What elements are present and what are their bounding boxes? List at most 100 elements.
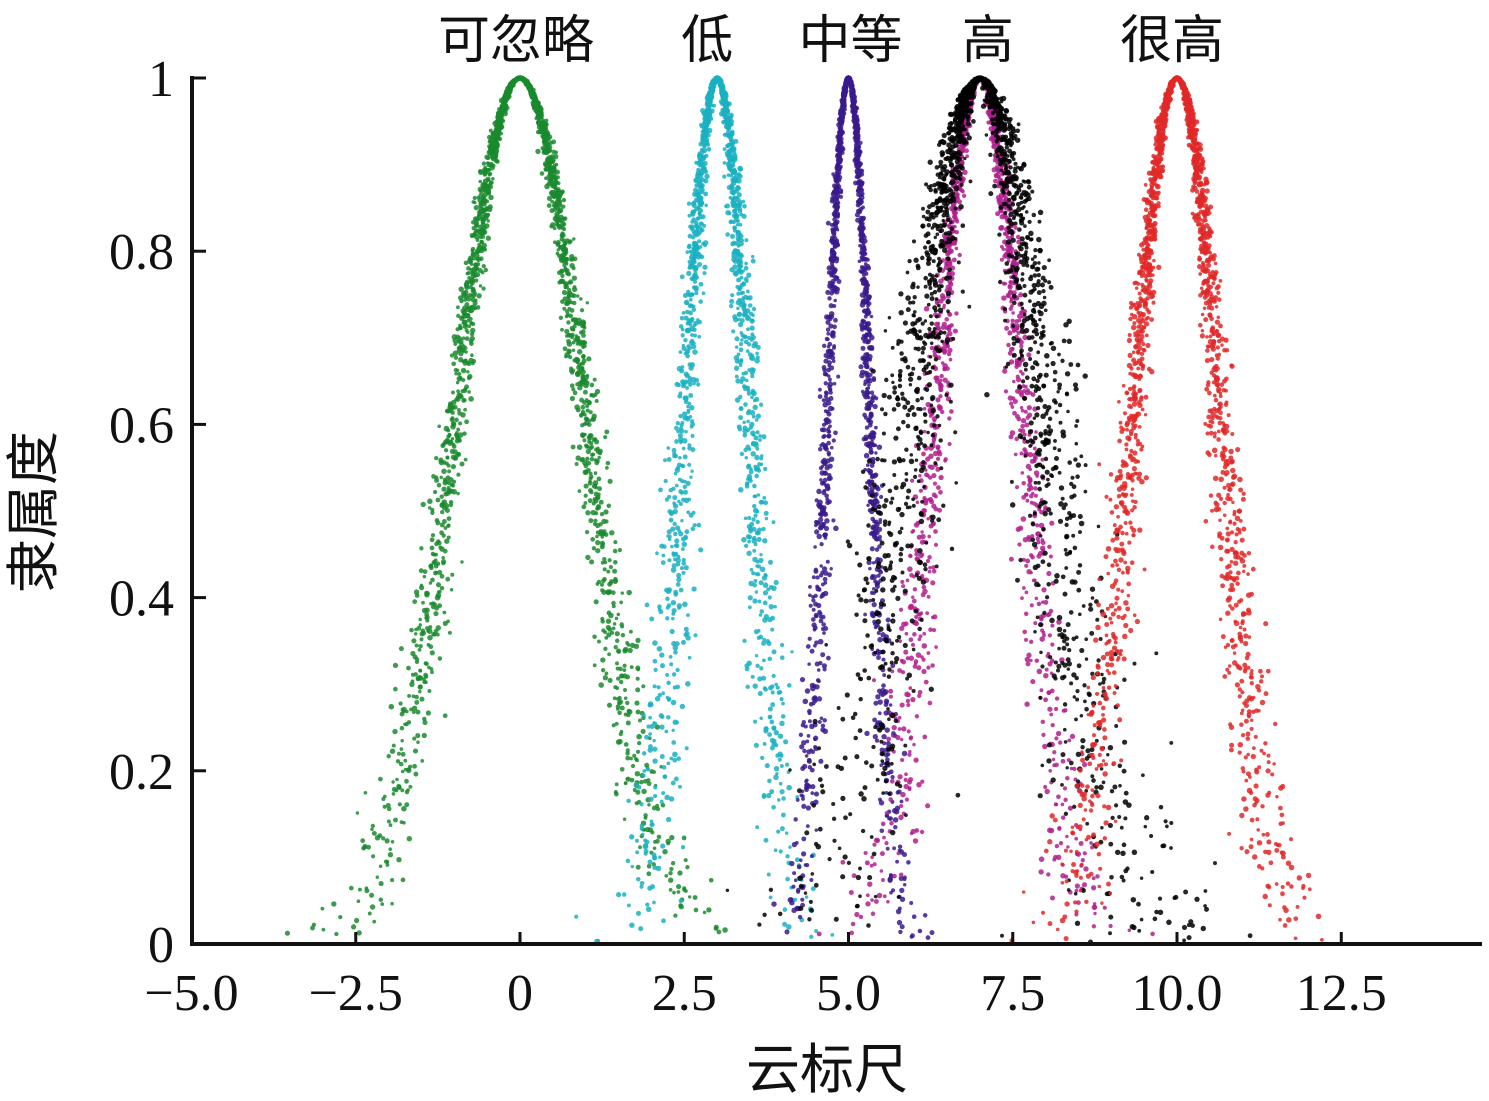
cloud-drop (676, 603, 683, 609)
cloud-drop (618, 731, 623, 737)
cloud-drop (691, 217, 697, 223)
cloud-drop (643, 838, 648, 843)
cloud-drop (771, 741, 777, 747)
cloud-drop (809, 934, 814, 939)
cloud-drop (613, 790, 618, 795)
cloud-drop (794, 857, 800, 863)
cloud-drop (829, 314, 835, 320)
cloud-drop (700, 149, 706, 155)
cloud-drop (678, 324, 684, 329)
cloud-drop (673, 913, 678, 918)
cloud-drop (745, 296, 751, 301)
cloud-drop (430, 510, 435, 515)
cloud-drop (675, 720, 679, 725)
cloud-drop (563, 216, 568, 221)
cloud-drop (785, 854, 790, 859)
cloud-drop (746, 419, 750, 424)
cloud-drop (400, 877, 406, 883)
cloud-drop (683, 565, 689, 571)
cloud-drop (879, 828, 885, 834)
cloud-drop (453, 342, 458, 346)
cloud-drop (648, 732, 652, 736)
cloud-drop (586, 445, 591, 449)
cloud-drop (397, 802, 402, 807)
cloud-drop (467, 390, 471, 394)
cloud-drop (722, 927, 728, 933)
cloud-drop (698, 195, 704, 201)
cloud-drop (750, 254, 755, 259)
cloud-drop (407, 693, 412, 698)
cloud-drop (475, 305, 481, 310)
cloud-drop (413, 632, 418, 636)
cloud-drop (770, 615, 776, 621)
cloud-drop (468, 396, 474, 402)
cloud-drop (860, 345, 866, 351)
cloud-drop (738, 233, 744, 240)
cloud-drop (572, 300, 577, 306)
cloud-drop (400, 769, 405, 774)
cloud-drop (469, 331, 475, 337)
cloud-drop (677, 432, 683, 439)
cloud-drop (561, 197, 567, 203)
cloud-drop (738, 222, 743, 227)
cloud-drop (803, 863, 808, 867)
cloud-drops-series (574, 75, 835, 944)
cloud-drop (687, 497, 692, 502)
cloud-drop (582, 438, 587, 443)
cloud-drop (706, 146, 712, 152)
cloud-drop (486, 163, 491, 168)
cloud-drop (746, 327, 750, 332)
cloud-drop (388, 823, 393, 827)
cloud-drop (752, 598, 758, 604)
cloud-drop (673, 591, 679, 597)
cloud-drop (581, 353, 586, 359)
cloud-drop (421, 630, 427, 636)
cloud-drop (456, 376, 463, 382)
cloud-drop (420, 501, 426, 508)
cloud-drop (487, 152, 492, 157)
cloud-drop (685, 250, 690, 254)
cloud-drop (741, 536, 747, 543)
cloud-drop (705, 121, 710, 127)
cloud-drop (466, 370, 470, 374)
cloud-drop (687, 243, 692, 248)
cloud-drop (762, 600, 768, 606)
cloud-drop (574, 914, 579, 919)
cloud-drop (419, 637, 424, 642)
cloud-drop (645, 767, 651, 772)
cloud-drop (403, 758, 408, 763)
cloud-drop (771, 520, 776, 525)
cloud-drop (626, 712, 631, 718)
cloud-drop (473, 200, 477, 205)
cloud-drop (659, 754, 665, 759)
cloud-drop (672, 757, 678, 763)
cloud-drop (488, 128, 493, 133)
cloud-drop (593, 471, 598, 475)
cloud-drop (585, 301, 590, 305)
cloud-drop (581, 504, 587, 510)
cloud-drop (830, 932, 835, 937)
cloud-drop (696, 206, 701, 211)
cloud-drop (620, 624, 624, 629)
cloud-drop (611, 604, 616, 609)
cloud-drop (464, 336, 470, 341)
cloud-drop (589, 474, 594, 479)
cloud-drop (679, 463, 684, 468)
cloud-drop (630, 864, 635, 869)
cloud-drop (816, 668, 821, 672)
cloud-drop (611, 600, 616, 606)
cloud-drop (390, 878, 395, 883)
cloud-drop (743, 516, 748, 521)
cloud-drop (681, 311, 686, 315)
cloud-drop (802, 698, 809, 705)
cloud-drop (757, 462, 762, 467)
cloud-drop (679, 423, 684, 428)
cloud-drop (371, 854, 376, 859)
cloud-drop (762, 686, 767, 691)
cloud-drop (579, 308, 585, 313)
cloud-drop (412, 654, 418, 660)
cloud-drop (411, 694, 416, 699)
cloud-drop (684, 529, 690, 535)
cloud-drop (462, 323, 468, 329)
cloud-drop (457, 336, 463, 342)
